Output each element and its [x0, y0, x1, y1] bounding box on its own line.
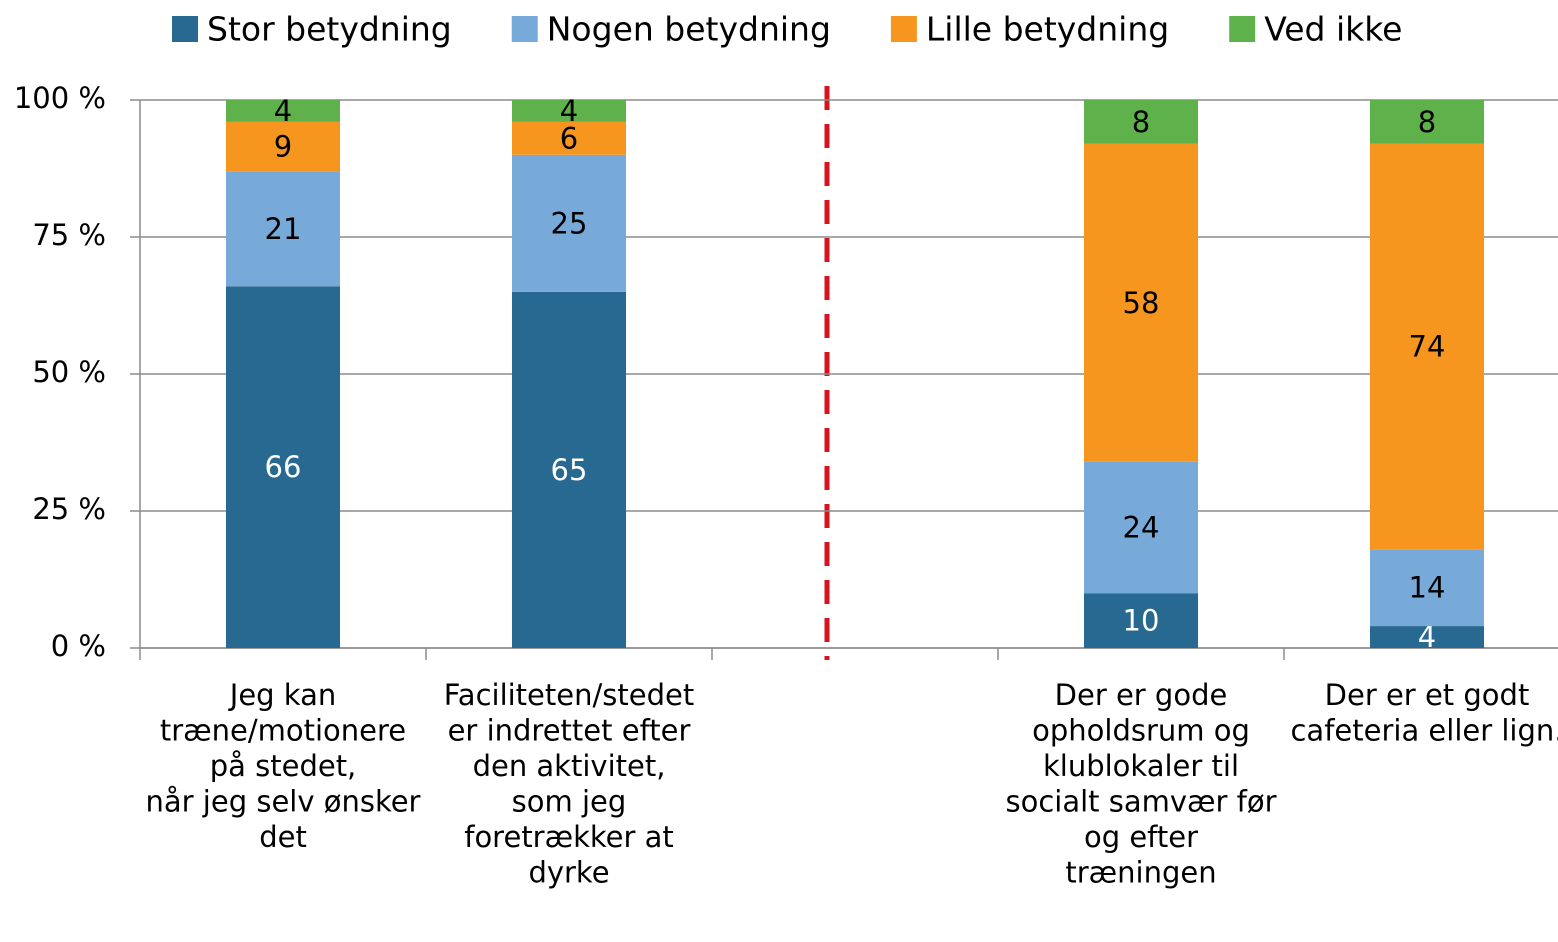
bar-segment [512, 121, 626, 155]
bar-segment [226, 286, 340, 648]
bar-segment [1370, 143, 1484, 550]
data-label: 21 [265, 212, 302, 246]
y-tick-label: 0 % [51, 629, 106, 663]
x-tick-label: Faciliteten/stedet er indrettet efter den … [444, 678, 694, 890]
legend: Stor betydning Nogen betydning Lille betyd… [172, 10, 1402, 49]
data-label: 4 [560, 94, 578, 128]
legend-label: Nogen betydning [547, 10, 831, 49]
legend-label: Ved ikke [1264, 10, 1402, 49]
bar-segment [226, 121, 340, 172]
legend-swatch [890, 16, 917, 42]
y-tick-label: 50 % [32, 355, 106, 389]
bar-segment [1084, 100, 1198, 144]
data-label: 14 [1409, 571, 1446, 605]
data-label: 24 [1123, 510, 1160, 544]
bar-segment [1084, 143, 1198, 462]
data-label: 6 [560, 121, 578, 155]
bar-segment [1370, 100, 1484, 144]
x-tick-label: Der er gode opholdsrum og klublokaler til s… [1005, 678, 1276, 890]
legend-swatch [511, 16, 538, 42]
bar-segment [226, 100, 340, 122]
bar-segment [1084, 461, 1198, 594]
bar-segment [1084, 593, 1198, 648]
data-label: 65 [551, 453, 588, 487]
data-label: 4 [1418, 620, 1436, 654]
legend-swatch [1229, 16, 1256, 42]
bar-segment [512, 291, 626, 648]
data-label: 10 [1123, 604, 1160, 638]
data-label: 25 [551, 206, 588, 240]
x-tick-label: Jeg kan træne/motionere på stedet, når jeg … [146, 678, 421, 854]
bar-segment [512, 154, 626, 292]
data-label: 8 [1418, 105, 1436, 139]
x-tick-label: Der er et godt cafeteria eller lign. [1290, 678, 1558, 748]
data-label: 4 [274, 94, 292, 128]
data-label: 74 [1409, 330, 1446, 364]
y-tick-label: 100 % [14, 81, 106, 115]
legend-label: Lille betydning [926, 10, 1169, 49]
data-label: 8 [1132, 105, 1150, 139]
legend-swatch [172, 16, 198, 42]
legend-label: Stor betydning [207, 10, 452, 49]
data-label: 9 [274, 130, 292, 164]
bar-segment [512, 100, 626, 122]
bar-segment [1370, 626, 1484, 648]
data-label: 58 [1123, 286, 1160, 320]
data-label: 66 [265, 450, 302, 484]
bar-segment [1370, 549, 1484, 627]
y-tick-label: 75 % [32, 218, 106, 252]
y-tick-label: 25 % [32, 492, 106, 526]
bar-segment [226, 171, 340, 287]
